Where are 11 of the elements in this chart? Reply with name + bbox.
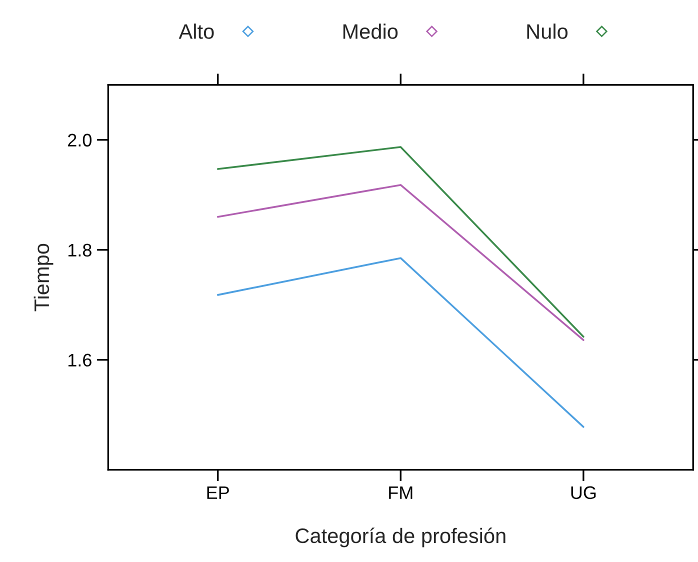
x-tick-label: FM <box>389 486 412 499</box>
legend-label: Medio <box>343 24 398 39</box>
y-tick-label: 1.8 <box>68 244 92 257</box>
x-tick-label: EP <box>207 486 229 499</box>
y-tick-label: 1.6 <box>68 354 92 367</box>
y-axis-title: Tiempo <box>34 244 54 312</box>
x-axis-title: Categoría de profesión <box>296 528 506 548</box>
legend-label: Nulo <box>527 24 568 39</box>
x-tick-label: UG <box>571 486 596 500</box>
legend-label: Alto <box>178 24 214 39</box>
y-tick-label: 2.0 <box>68 134 92 147</box>
